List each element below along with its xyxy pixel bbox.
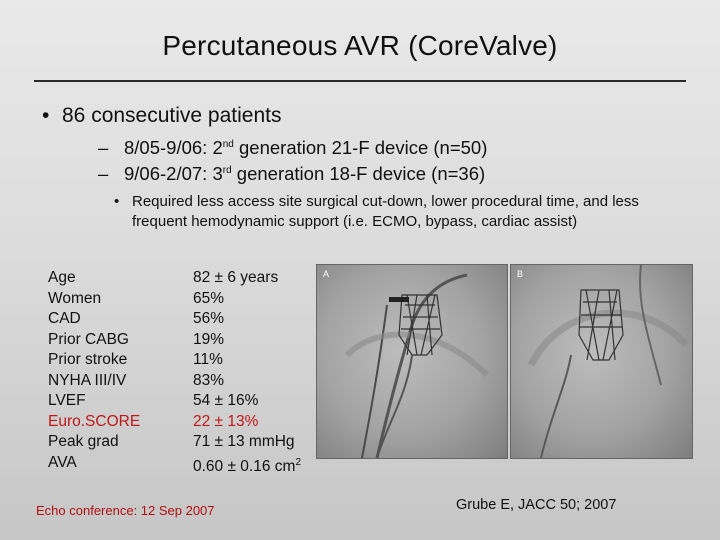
sub1-prefix: 8/05-9/06: 2 xyxy=(124,137,223,158)
row-value: 11% xyxy=(193,351,223,368)
slide-title: Percutaneous AVR (CoreValve) xyxy=(162,30,558,61)
row-value: 65% xyxy=(193,289,225,307)
note-bullet: • Required less access site surgical cut… xyxy=(114,192,690,232)
row-value: 54 ± 16% xyxy=(193,392,259,409)
row-value: 83% xyxy=(193,371,225,389)
row-label: LVEF xyxy=(48,392,86,409)
title-rule xyxy=(34,80,686,82)
valve-illustration-b xyxy=(527,265,689,458)
row-label: NYHA III/IV xyxy=(48,371,127,389)
row-label: Euro.SCORE xyxy=(48,412,141,430)
row-label: CAD xyxy=(48,310,81,327)
sub-bullet-1: –8/05-9/06: 2nd generation 21-F device (… xyxy=(98,137,487,159)
row-label: Prior CABG xyxy=(48,330,129,348)
ava-value: 0.60 ± 0.16 cm xyxy=(193,457,296,475)
fluoro-image-a: A xyxy=(316,264,508,459)
sub2-sup: rd xyxy=(222,164,232,176)
row-label: Peak grad xyxy=(48,433,119,450)
image-label-b: B xyxy=(517,269,524,279)
note-text: Required less access site surgical cut-d… xyxy=(132,193,639,230)
image-label-a: A xyxy=(323,269,330,279)
ava-sup: 2 xyxy=(295,456,301,468)
bullet-dot: • xyxy=(42,104,50,127)
fluoro-image-b: B xyxy=(510,264,693,459)
row-value: 71 ± 13 mmHg xyxy=(193,433,295,450)
row-label: Prior stroke xyxy=(48,351,128,368)
row-value: 22 ± 13% xyxy=(193,412,259,430)
row-label: AVA xyxy=(48,453,77,471)
row-value: 82 ± 6 years xyxy=(193,269,279,286)
footer-citation: Grube E, JACC 50; 2007 xyxy=(456,497,617,513)
sub1-sup: nd xyxy=(222,138,234,150)
sub-bullet-2: –9/06-2/07: 3rd generation 18-F device (… xyxy=(98,163,485,185)
bullet-main-text: 86 consecutive patients xyxy=(62,104,282,127)
row-label: Women xyxy=(48,289,102,307)
bullet-main: • 86 consecutive patients xyxy=(42,104,281,128)
row-value: 0.60 ± 0.16 cm2 xyxy=(193,453,301,478)
sub2-suffix: generation 18-F device (n=36) xyxy=(231,163,486,184)
row-value: 19% xyxy=(193,330,225,348)
note-dot: • xyxy=(114,193,120,210)
footer-conference: Echo conference: 12 Sep 2007 xyxy=(36,503,215,518)
row-value: 56% xyxy=(193,310,225,327)
sub2-prefix: 9/06-2/07: 3 xyxy=(124,163,223,184)
valve-illustration-a xyxy=(344,273,490,458)
sub-bullet-dash: – xyxy=(98,163,109,184)
sub-bullet-dash: – xyxy=(98,137,109,158)
sub1-suffix: generation 21-F device (n=50) xyxy=(233,137,488,158)
row-label: Age xyxy=(48,269,76,286)
